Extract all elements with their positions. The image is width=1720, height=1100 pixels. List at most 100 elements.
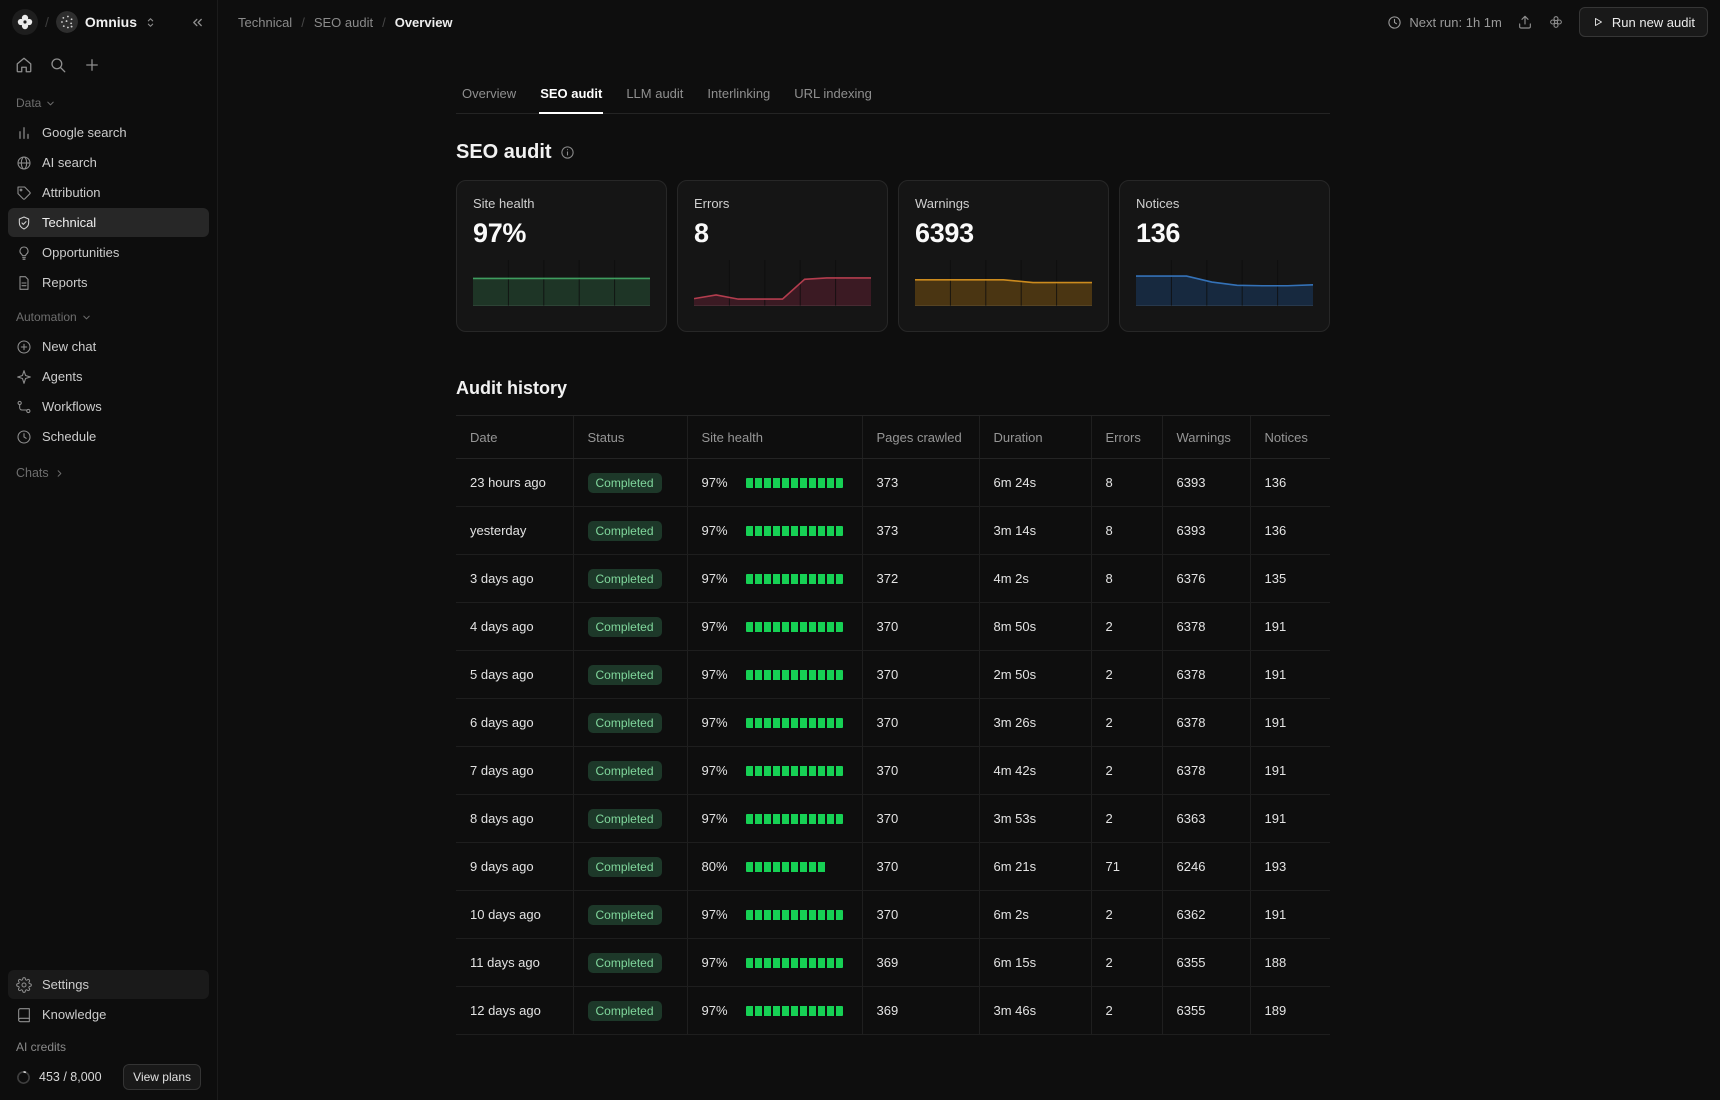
sidebar-item-label: Attribution [42, 185, 101, 200]
tab-url-indexing[interactable]: URL indexing [794, 86, 872, 101]
table-row[interactable]: 10 days ago Completed 97% 370 6m 2s 2 6362 191 [456, 890, 1330, 939]
health-percent: 97% [701, 763, 728, 778]
health-bar [745, 1005, 843, 1016]
section-automation[interactable]: Automation [8, 298, 209, 332]
workspace-name[interactable]: Omnius [84, 14, 138, 30]
cell-duration: 3m 26s [978, 698, 1091, 747]
table-row[interactable]: yesterday Completed 97% 373 3m 14s 8 6393 136 [456, 506, 1330, 555]
sidebar-item-label: Workflows [42, 399, 102, 414]
health-bar [745, 717, 843, 728]
section-automation-label: Automation [16, 310, 77, 324]
health-percent: 97% [701, 1003, 728, 1018]
cell-warnings: 6246 [1161, 842, 1250, 891]
sidebar-item-technical[interactable]: Technical [8, 208, 209, 237]
sidebar-item-opportunities[interactable]: Opportunities [8, 238, 209, 267]
integrations-icon[interactable] [1548, 14, 1564, 30]
sidebar-item-schedule[interactable]: Schedule [8, 422, 209, 451]
cell-duration: 6m 21s [978, 842, 1091, 891]
cell-pages-crawled: 370 [861, 602, 979, 651]
col-warnings: Warnings [1161, 415, 1250, 459]
cell-date: 5 days ago [456, 650, 573, 699]
shield-check-icon [18, 215, 30, 230]
table-row[interactable]: 12 days ago Completed 97% 369 3m 46s 2 6355 189 [456, 986, 1330, 1035]
collapse-sidebar-icon[interactable] [190, 15, 205, 30]
sidebar-item-ai-search[interactable]: AI search [8, 148, 209, 177]
breadcrumb-seo-audit[interactable]: SEO audit [313, 14, 374, 30]
ai-credits-block: AI credits 453 / 8,000 View plans [8, 1030, 209, 1090]
sidebar-nav: Data Google search AI search Attribution… [0, 84, 217, 488]
history-title: Audit history [456, 378, 567, 398]
chevron-down-icon [47, 101, 55, 105]
cell-pages-crawled: 373 [861, 506, 979, 555]
sidebar-footer: Settings Knowledge AI credits 453 / 8,00… [0, 970, 217, 1100]
cell-site-health: 97% [686, 650, 862, 699]
sidebar-item-knowledge[interactable]: Knowledge [8, 1000, 209, 1029]
audit-table-body: 23 hours ago Completed 97% 373 6m 24s 8 6393 13… [456, 458, 1330, 1035]
search-icon[interactable] [49, 56, 67, 74]
sidebar-item-attribution[interactable]: Attribution [8, 178, 209, 207]
topbar-actions: Next run: 1h 1m Run new audit [1387, 7, 1708, 37]
new-item-plus-icon[interactable] [83, 56, 101, 74]
stat-value: 6393 [915, 218, 974, 248]
section-data[interactable]: Data [8, 84, 209, 118]
table-row[interactable]: 8 days ago Completed 97% 370 3m 53s 2 6363 191 [456, 794, 1330, 843]
stat-card-errors: Errors 8 [677, 180, 888, 332]
report-file-icon [19, 275, 29, 290]
app-logo-icon[interactable] [12, 9, 38, 35]
breadcrumb-technical[interactable]: Technical [238, 14, 293, 30]
site-health-sparkline [473, 260, 650, 306]
sidebar-item-new-chat[interactable]: New chat [8, 332, 209, 361]
stat-card-warnings: Warnings 6393 [898, 180, 1109, 332]
table-row[interactable]: 7 days ago Completed 97% 370 4m 42s 2 6378 191 [456, 746, 1330, 795]
cell-errors: 71 [1090, 842, 1162, 891]
cell-date: 10 days ago [456, 890, 573, 939]
cell-notices: 191 [1249, 602, 1330, 651]
info-icon[interactable] [560, 145, 575, 160]
cell-site-health: 97% [686, 746, 862, 795]
table-row[interactable]: 23 hours ago Completed 97% 373 6m 24s 8 6393 13… [456, 458, 1330, 507]
sparkle-agents-icon [17, 369, 31, 384]
sidebar-item-label: Schedule [42, 429, 97, 444]
cell-duration: 6m 15s [978, 938, 1091, 987]
health-percent: 97% [701, 715, 728, 730]
sidebar-item-reports[interactable]: Reports [8, 268, 209, 297]
health-percent: 97% [701, 523, 728, 538]
table-row[interactable]: 5 days ago Completed 97% 370 2m 50s 2 6378 191 [456, 650, 1330, 699]
status-badge: Completed [587, 664, 662, 685]
sidebar-item-chats[interactable]: Chats [8, 452, 209, 488]
sidebar-item-settings[interactable]: Settings [8, 970, 209, 999]
table-row[interactable]: 3 days ago Completed 97% 372 4m 2s 8 6376 135 [456, 554, 1330, 603]
cell-errors: 2 [1090, 746, 1162, 795]
cell-pages-crawled: 369 [861, 986, 979, 1035]
table-row[interactable]: 4 days ago Completed 97% 370 8m 50s 2 6378 191 [456, 602, 1330, 651]
home-icon[interactable] [15, 56, 33, 74]
workspace-avatar[interactable] [55, 11, 78, 33]
tab-overview[interactable]: Overview [462, 86, 517, 101]
cell-status: Completed [572, 458, 687, 507]
sidebar-item-google-search[interactable]: Google search [8, 118, 209, 147]
view-plans-button[interactable]: View plans [123, 1064, 201, 1090]
sidebar-item-label: AI search [42, 155, 97, 170]
workspace-select-icon[interactable] [144, 16, 157, 29]
cell-site-health: 97% [686, 986, 862, 1035]
table-row[interactable]: 6 days ago Completed 97% 370 3m 26s 2 6378 191 [456, 698, 1330, 747]
tab-llm-audit[interactable]: LLM audit [626, 86, 684, 101]
sidebar-item-agents[interactable]: Agents [8, 362, 209, 391]
export-icon[interactable] [1517, 14, 1533, 30]
sidebar-item-workflows[interactable]: Workflows [8, 392, 209, 421]
cell-notices: 193 [1249, 842, 1330, 891]
table-row[interactable]: 9 days ago Completed 80% 370 6m 21s 71 6246 193 [456, 842, 1330, 891]
chats-label: Chats [16, 466, 49, 480]
health-bar [745, 669, 843, 680]
tab-seo-audit[interactable]: SEO audit [539, 80, 604, 114]
health-bar [745, 957, 843, 968]
cell-notices: 191 [1249, 746, 1330, 795]
run-new-audit-button[interactable]: Run new audit [1578, 7, 1708, 37]
table-row[interactable]: 11 days ago Completed 97% 369 6m 15s 2 6355 188 [456, 938, 1330, 987]
health-bar [745, 525, 843, 536]
cell-pages-crawled: 370 [861, 746, 979, 795]
tab-interlinking[interactable]: Interlinking [707, 86, 771, 101]
cell-pages-crawled: 370 [861, 794, 979, 843]
cell-duration: 3m 46s [978, 986, 1091, 1035]
cell-date: 4 days ago [456, 602, 573, 651]
